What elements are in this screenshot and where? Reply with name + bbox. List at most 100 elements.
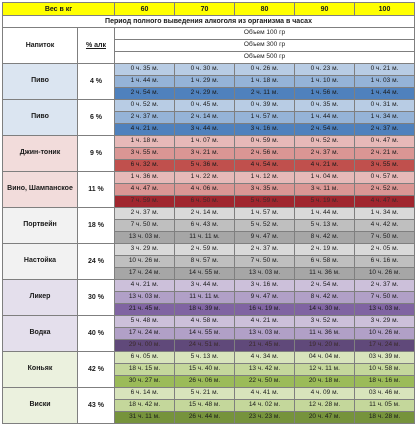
elimination-time-cell: 17 ч. 24 м. xyxy=(114,267,175,280)
table-row: Вино, Шампанское 11 % 1 ч. 36 м. 1 ч. 22 м.… xyxy=(2,171,415,208)
alcohol-percent: 40 % xyxy=(77,315,115,352)
elimination-time-cell: 1 ч. 29 м. xyxy=(174,75,235,88)
drink-name: Джин-тоник xyxy=(2,135,78,172)
elimination-time-cell: 2 ч. 37 м. xyxy=(354,123,415,136)
alcohol-percent: 24 % xyxy=(77,243,115,280)
elimination-time-cell: 3 ч. 16 м. xyxy=(234,123,295,136)
weight-100: 100 xyxy=(354,2,415,16)
elimination-time-cell: 13 ч. 03 м. xyxy=(234,327,295,340)
table-row: 7 ч. 50 м. 6 ч. 43 м. 5 ч. 52 м. 5 ч. 13 м.… xyxy=(3,219,415,232)
elimination-time-cell: 7 ч. 50 м. xyxy=(234,255,295,268)
elimination-time-cell: 3 ч. 52 м. xyxy=(294,315,355,328)
elimination-time-cell: 8 ч. 42 м. xyxy=(294,291,355,304)
elimination-time-cell: 1 ч. 44 м. xyxy=(114,75,175,88)
elimination-time-cell: 4 ч. 47 м. xyxy=(114,183,175,196)
alcohol-percent: 4 % xyxy=(77,63,115,100)
volume-100-label: Объем 100 гр xyxy=(114,27,415,40)
elimination-time-cell: 15 ч. 40 м. xyxy=(174,363,235,376)
elimination-time-cell: 6 ч. 58 м. xyxy=(294,255,355,268)
elimination-time-cell: 11 ч. 36 м. xyxy=(294,267,355,280)
table-row: Ликер 30 % 4 ч. 21 м. 3 ч. 44 м. 3 ч. 16 м. 2… xyxy=(2,279,415,316)
elimination-time-cell: 5 ч. 13 м. xyxy=(294,219,355,232)
elimination-time-cell: 5 ч. 36 м. xyxy=(174,159,235,172)
elimination-time-cell: 14 ч. 55 м. xyxy=(174,327,235,340)
alcohol-percent: 9 % xyxy=(77,135,115,172)
elimination-time-cell: 13 ч. 03 м. xyxy=(234,267,295,280)
weight-90: 90 xyxy=(294,2,355,16)
elimination-time-cell: 1 ч. 44 м. xyxy=(294,111,355,124)
elimination-time-cell: 10 ч. 58 м. xyxy=(354,363,415,376)
elimination-time-cell: 0 ч. 31 м. xyxy=(354,99,415,112)
elimination-time-cell: 2 ч. 59 м. xyxy=(174,243,235,256)
elimination-time-cell: 22 ч. 50 м. xyxy=(234,375,295,388)
elimination-time-cell: 21 ч. 45 м. xyxy=(234,339,295,352)
elimination-time-cell: 6 ч. 05 м. xyxy=(114,351,175,364)
elimination-time-cell: 0 ч. 30 м. xyxy=(174,63,235,76)
elimination-time-cell: 3 ч. 44 м. xyxy=(174,123,235,136)
drink-name: Портвейн xyxy=(2,207,78,244)
elimination-time-cell: 2 ч. 37 м. xyxy=(114,207,175,220)
elimination-time-cell: 7 ч. 59 м. xyxy=(114,195,175,208)
elimination-time-cell: 10 ч. 26 м. xyxy=(114,255,175,268)
elimination-time-cell: 04 ч. 04 м. xyxy=(294,351,355,364)
table-row: Коньяк 42 % 6 ч. 05 м. 5 ч. 13 м. 4 ч. 34 м.… xyxy=(2,351,415,388)
table-row: 30 ч. 27 м. 26 ч. 06 м. 22 ч. 50 м. 20 ч. 1… xyxy=(3,375,415,388)
elimination-time-cell: 4 ч. 41 м. xyxy=(234,387,295,400)
elimination-time-cell: 1 ч. 18 м. xyxy=(234,75,295,88)
elimination-time-cell: 2 ч. 19 м. xyxy=(294,243,355,256)
weight-80: 80 xyxy=(234,2,295,16)
elimination-time-cell: 7 ч. 50 м. xyxy=(354,231,415,244)
elimination-time-cell: 21 ч. 45 м. xyxy=(114,303,175,316)
elimination-time-cell: 12 ч. 11 м. xyxy=(294,363,355,376)
volume-500-label: Объем 500 гр xyxy=(114,51,415,64)
elimination-time-cell: 5 ч. 52 м. xyxy=(234,219,295,232)
elimination-time-cell: 9 ч. 47 м. xyxy=(234,291,295,304)
elimination-time-cell: 13 ч. 03 м. xyxy=(354,303,415,316)
elimination-time-cell: 2 ч. 21 м. xyxy=(354,147,415,160)
elimination-time-cell: 0 ч. 52 м. xyxy=(294,135,355,148)
elimination-time-cell: 18 ч. 15 м. xyxy=(114,363,175,376)
elimination-time-cell: 30 ч. 27 м. xyxy=(114,375,175,388)
elimination-time-cell: 3 ч. 21 м. xyxy=(174,147,235,160)
elimination-time-cell: 2 ч. 56 м. xyxy=(234,147,295,160)
elimination-time-cell: 3 ч. 55 м. xyxy=(114,147,175,160)
elimination-time-cell: 6 ч. 14 м. xyxy=(114,387,175,400)
drink-name: Виски xyxy=(2,387,78,424)
weight-70: 70 xyxy=(174,2,235,16)
elimination-time-cell: 2 ч. 29 м. xyxy=(174,87,235,100)
table-row: 4 ч. 47 м. 4 ч. 06 м. 3 ч. 35 м. 3 ч. 11 м.… xyxy=(3,183,415,196)
elimination-time-cell: 3 ч. 11 м. xyxy=(294,183,355,196)
table-row: 31 ч. 11 м. 26 ч. 44 м. 23 ч. 23 м. 20 ч. 4… xyxy=(3,411,415,424)
elimination-time-cell: 2 ч. 05 м. xyxy=(354,243,415,256)
elimination-time-cell: 4 ч. 42 м. xyxy=(354,219,415,232)
elimination-time-cell: 24 ч. 51 м. xyxy=(174,339,235,352)
table-row: 13 ч. 03 м. 11 ч. 11 м. 9 ч. 47 м. 8 ч. 42 … xyxy=(3,291,415,304)
elimination-time-cell: 2 ч. 37 м. xyxy=(294,147,355,160)
drink-name: Коньяк xyxy=(2,351,78,388)
elimination-time-cell: 2 ч. 54 м. xyxy=(114,87,175,100)
drink-column-header: Напиток xyxy=(2,27,78,64)
elimination-time-cell: 0 ч. 35 м. xyxy=(294,99,355,112)
elimination-time-cell: 4 ч. 21 м. xyxy=(294,159,355,172)
elimination-time-cell: 18 ч. 16 м. xyxy=(354,375,415,388)
elimination-time-cell: 7 ч. 50 м. xyxy=(114,219,175,232)
elimination-time-cell: 1 ч. 44 м. xyxy=(294,207,355,220)
elimination-time-cell: 16 ч. 19 м. xyxy=(234,303,295,316)
elimination-time-cell: 17 ч. 24 м. xyxy=(114,327,175,340)
elimination-time-cell: 19 ч. 20 м. xyxy=(294,339,355,352)
alcohol-percent: 11 % xyxy=(77,171,115,208)
table-row: 10 ч. 26 м. 8 ч. 57 м. 7 ч. 50 м. 6 ч. 58 м… xyxy=(3,255,415,268)
elimination-time-cell: 1 ч. 12 м. xyxy=(234,171,295,184)
elimination-time-cell: 31 ч. 11 м. xyxy=(114,411,175,424)
table-row: Пиво 4 % 0 ч. 35 м. 0 ч. 30 м. 0 ч. 26 м. 0 ч… xyxy=(2,63,415,100)
table-row: 29 ч. 00 м. 24 ч. 51 м. 21 ч. 45 м. 19 ч. 2… xyxy=(3,339,415,352)
elimination-time-cell: 5 ч. 59 м. xyxy=(234,195,295,208)
drink-name: Пиво xyxy=(2,99,78,136)
alcohol-percent: 18 % xyxy=(77,207,115,244)
elimination-time-cell: 4 ч. 34 м. xyxy=(234,351,295,364)
table-row: 18 ч. 42 м. 15 ч. 48 м. 14 ч. 02 м. 12 ч. 2… xyxy=(3,399,415,412)
elimination-time-cell: 23 ч. 23 м. xyxy=(234,411,295,424)
elimination-time-cell: 4 ч. 54 м. xyxy=(234,159,295,172)
elimination-time-cell: 6 ч. 16 м. xyxy=(354,255,415,268)
elimination-time-cell: 1 ч. 04 м. xyxy=(294,171,355,184)
